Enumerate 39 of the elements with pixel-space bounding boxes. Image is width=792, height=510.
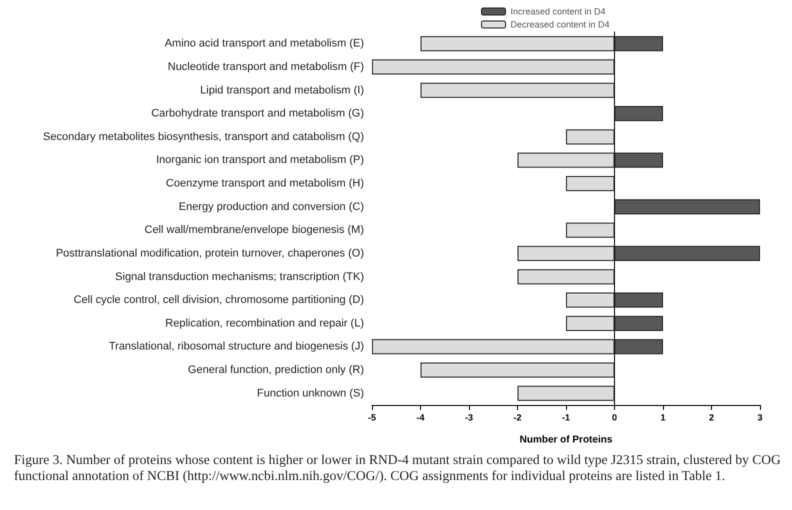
y-tick-label: Posttranslational modification, protein turnover, chaperones (O) — [56, 247, 364, 260]
y-tick-label: Energy production and conversion (C) — [178, 200, 364, 213]
y-tick-label: Nucleotide transport and metabolism (F) — [168, 60, 364, 73]
legend-label: Decreased content in D4 — [510, 20, 610, 30]
y-tick-label: Signal transduction mechanisms; transcription (TK) — [115, 270, 364, 283]
bar — [518, 386, 614, 401]
bar — [518, 269, 614, 284]
bar — [420, 82, 614, 98]
y-tick-label: Replication, recombination and repair (L) — [165, 317, 364, 330]
x-tick-label: -2 — [513, 412, 522, 422]
y-tick-label: Translational, ribosomal structure and biogenesis (J) — [108, 340, 364, 353]
bar — [614, 106, 663, 122]
x-tick-label: -1 — [562, 412, 570, 422]
bar — [372, 59, 614, 75]
x-tick-label: 1 — [660, 412, 666, 422]
bar — [566, 222, 614, 238]
x-tick-label: -5 — [368, 412, 376, 422]
bar — [614, 199, 760, 214]
x-tick-label: 0 — [612, 412, 618, 422]
x-axis-title: Number of Proteins — [520, 434, 613, 446]
bar — [566, 129, 614, 144]
x-tick-label: -4 — [416, 412, 425, 422]
y-tick-label: Inorganic ion transport and metabolism (P) — [156, 154, 364, 166]
caption: Figure 3. Number of proteins whose content is higher or lower in RND-4 mutant strain compared to wild type J2315 strain, clustered by COG functional annotation of NCBI (http://www.ncbi.nlm.nih.gov/COG/). COG assignments for individual proteins are listed in Table 1. — [14, 452, 782, 484]
x-tick-label: -3 — [464, 412, 474, 422]
x-tick-label: 2 — [708, 412, 714, 422]
y-tick-label: Secondary metabolites biosynthesis, transport and catabolism (Q) — [43, 130, 364, 143]
y-tick-label: Carbohydrate transport and metabolism (G) — [151, 108, 364, 120]
x-tick-label: 3 — [757, 412, 763, 422]
bar — [566, 176, 614, 192]
y-tick-label: Cell cycle control, cell division, chromosome partitioning (D) — [74, 294, 364, 306]
legend-label: Increased content in D4 — [510, 6, 606, 16]
bar — [420, 362, 614, 378]
y-tick-label: Coenzyme transport and metabolism (H) — [166, 178, 364, 190]
y-tick-label: Lipid transport and metabolism (I) — [200, 84, 364, 96]
y-tick-label: Function unknown (S) — [257, 387, 364, 400]
y-tick-label: General function, prediction only (R) — [188, 364, 364, 376]
y-tick-label: Cell wall/membrane/envelope biogenesis (M) — [144, 224, 364, 236]
y-tick-label: Amino acid transport and metabolism (E) — [164, 38, 364, 50]
